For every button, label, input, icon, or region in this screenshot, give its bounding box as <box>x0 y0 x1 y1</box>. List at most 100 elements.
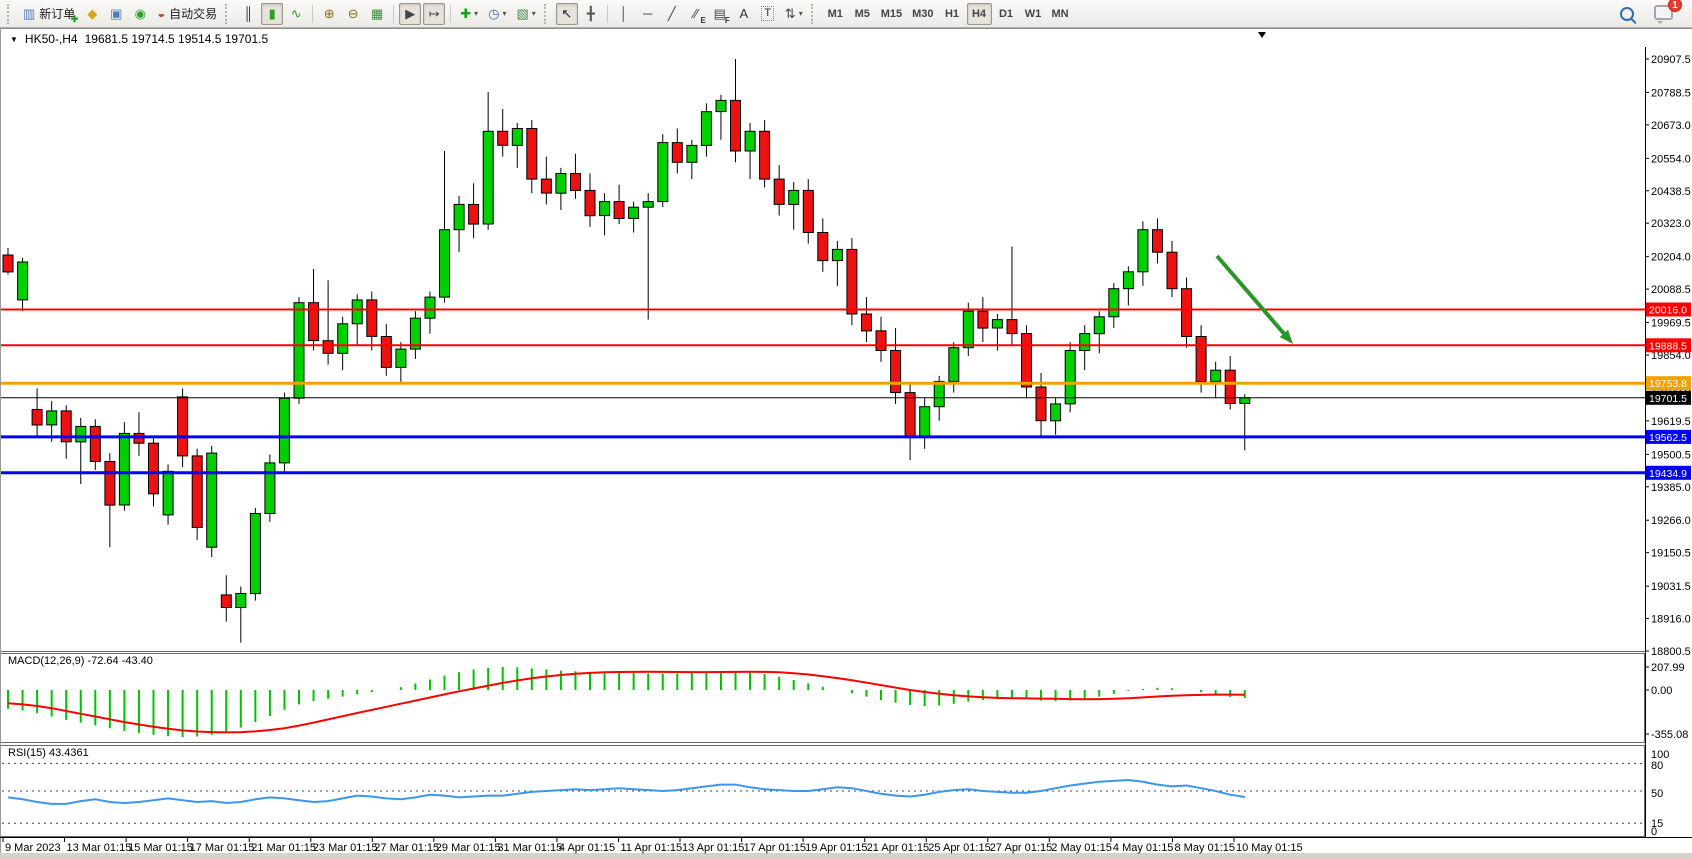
macd-label: MACD(12,26,9) -72.64 -43.40 <box>8 655 153 667</box>
svg-text:19888.5: 19888.5 <box>1649 340 1687 352</box>
toolbar-grip[interactable] <box>225 3 231 24</box>
zoom-out-button[interactable]: ⊖ <box>342 3 364 25</box>
periods-dropdown-icon[interactable]: ▾ <box>502 9 507 18</box>
templates-dropdown-icon[interactable]: ▾ <box>531 9 536 18</box>
svg-text:207.99: 207.99 <box>1651 662 1685 674</box>
cursor-button[interactable]: ↖ <box>555 2 578 25</box>
algo-trading-icon: ◒ <box>157 5 166 21</box>
toolbar-grip[interactable] <box>810 3 817 24</box>
trendline-button[interactable]: ╱ <box>661 3 683 25</box>
fibonacci-retracement-button[interactable]: ▤ F <box>709 3 731 25</box>
svg-text:19385.0: 19385.0 <box>1651 482 1691 494</box>
toolbar-separator <box>606 4 608 23</box>
svg-text:17 Mar 01:15: 17 Mar 01:15 <box>190 842 255 854</box>
text-button[interactable]: A <box>733 3 755 25</box>
tf-m5-button[interactable]: M5 <box>854 7 870 20</box>
svg-text:80: 80 <box>1651 760 1663 772</box>
chart-canvas[interactable]: 20907.5 20788.5 20673.0 20554.0 20438.5 20323… <box>0 29 1692 859</box>
text-label-icon: T <box>761 6 775 21</box>
algo-trading-label: 自动交易 <box>169 7 218 21</box>
vertical-line-icon: │ <box>619 5 628 21</box>
symbol-dropdown-icon[interactable]: ▼ <box>10 34 18 44</box>
line-chart-button[interactable]: ∿ <box>285 3 307 25</box>
fibonacci-retracement-icon: ▤ <box>713 5 726 21</box>
toolbar-grip[interactable] <box>543 3 550 24</box>
toolbar-separator <box>450 4 452 23</box>
zoom-in-button[interactable]: ⊕ <box>318 3 340 25</box>
new-order-icon: ▥ <box>23 5 36 21</box>
trendline-icon: ╱ <box>667 5 676 21</box>
text-label-button[interactable]: T <box>757 3 779 25</box>
arrows-button[interactable]: ⇅ ▾ <box>781 3 807 25</box>
horizontal-line-button[interactable]: ─ <box>637 3 659 25</box>
auto-scroll-button[interactable]: ▶ <box>399 2 422 25</box>
svg-text:19562.5: 19562.5 <box>1649 432 1687 444</box>
toolbar-right: 1 <box>1615 0 1682 25</box>
candlestick-chart-icon: ▮ <box>268 5 276 21</box>
bar-marker-triangle[interactable] <box>1258 32 1266 38</box>
svg-text:100: 100 <box>1651 749 1669 761</box>
templates-icon: ▧ <box>516 5 529 21</box>
market-watch-window-icon: ▣ <box>110 5 123 21</box>
toolbar-grip[interactable] <box>7 3 13 24</box>
svg-text:9 Mar 2023: 9 Mar 2023 <box>5 842 61 854</box>
crosshair-button[interactable]: ╋ <box>580 3 602 25</box>
svg-text:15: 15 <box>1651 818 1663 830</box>
tf-d1-button[interactable]: D1 <box>998 7 1014 20</box>
svg-text:31 Mar 01:15: 31 Mar 01:15 <box>497 842 562 854</box>
tf-h4-button[interactable]: H4 <box>966 2 992 25</box>
market-watch-window-button[interactable]: ▣ <box>105 3 127 25</box>
tf-mn-button[interactable]: MN <box>1051 7 1069 20</box>
tf-h1-button[interactable]: H1 <box>944 7 960 20</box>
svg-text:20204.0: 20204.0 <box>1651 252 1691 264</box>
bar-chart-button[interactable]: ║ <box>237 3 259 25</box>
horizontal-lines-layer[interactable] <box>0 308 1645 475</box>
svg-text:21 Mar 01:15: 21 Mar 01:15 <box>251 842 316 854</box>
chart-symbol-period: HK50-,H4 <box>24 32 78 46</box>
tf-m30-button[interactable]: M30 <box>912 7 934 20</box>
tf-w1-button[interactable]: W1 <box>1024 7 1042 20</box>
tile-windows-button[interactable]: ▦ <box>366 3 388 25</box>
svg-text:27 Mar 01:15: 27 Mar 01:15 <box>374 842 439 854</box>
styler-button[interactable]: ◆ <box>81 3 103 25</box>
svg-text:21 Apr 01:15: 21 Apr 01:15 <box>867 842 929 854</box>
svg-text:-355.08: -355.08 <box>1651 729 1688 741</box>
svg-text:10 May 01:15: 10 May 01:15 <box>1236 842 1303 854</box>
periods-button[interactable]: ◷ ▾ <box>484 3 510 25</box>
svg-text:13 Apr 01:15: 13 Apr 01:15 <box>682 842 744 854</box>
chart-shift-button[interactable]: ↦ <box>423 2 446 25</box>
tf-m1-button[interactable]: M1 <box>827 7 843 20</box>
equidistant-channel-button[interactable]: ∕∕ E <box>685 3 707 25</box>
rsi-line <box>7 778 1245 805</box>
toolbar-separator <box>393 4 395 23</box>
line-chart-icon: ∿ <box>290 5 302 21</box>
signals-button[interactable]: ◉ <box>129 3 151 25</box>
indicators-icon: ✚ <box>460 5 472 21</box>
horizontal-line-icon: ─ <box>643 5 653 21</box>
tile-windows-icon: ▦ <box>371 5 384 21</box>
svg-text:13 Mar 01:15: 13 Mar 01:15 <box>67 842 132 854</box>
candlestick-chart-button[interactable]: ▮ <box>261 2 284 25</box>
price-chip-20016.0 <box>1646 302 1691 317</box>
tf-m15-button[interactable]: M15 <box>880 7 903 20</box>
new-order-overlay-icon: ✚ <box>70 13 79 24</box>
svg-text:20788.5: 20788.5 <box>1651 87 1691 99</box>
indicators-dropdown-icon[interactable]: ▾ <box>474 9 479 18</box>
notifications-button[interactable]: 1 <box>1650 0 1682 25</box>
fibonacci-retracement-sub-letter: F <box>724 15 730 25</box>
price-label-chips: 20016.0 19888.5 19753.8 19701.5 19562.5 19434… <box>1646 302 1691 480</box>
vertical-line-button[interactable]: │ <box>613 3 635 25</box>
arrows-dropdown-icon[interactable]: ▾ <box>798 9 803 18</box>
templates-button[interactable]: ▧ ▾ <box>512 3 539 25</box>
chart-window: 20907.5 20788.5 20673.0 20554.0 20438.5 20323… <box>0 28 1692 859</box>
new-order-button[interactable]: ▥ ✚ 新订单 <box>19 3 79 25</box>
price-axis[interactable]: 20907.5 20788.5 20673.0 20554.0 20438.5 20323… <box>1645 47 1691 838</box>
svg-text:19854.0: 19854.0 <box>1651 350 1691 362</box>
price-chip-19753.8 <box>1646 376 1691 391</box>
search-button[interactable] <box>1616 3 1638 25</box>
arrows-icon: ⇅ <box>784 5 796 21</box>
algo-trading-button[interactable]: ◒ 自动交易 <box>153 3 221 25</box>
trend-arrow-annotation[interactable] <box>1215 254 1293 344</box>
indicators-button[interactable]: ✚ ▾ <box>456 3 482 25</box>
